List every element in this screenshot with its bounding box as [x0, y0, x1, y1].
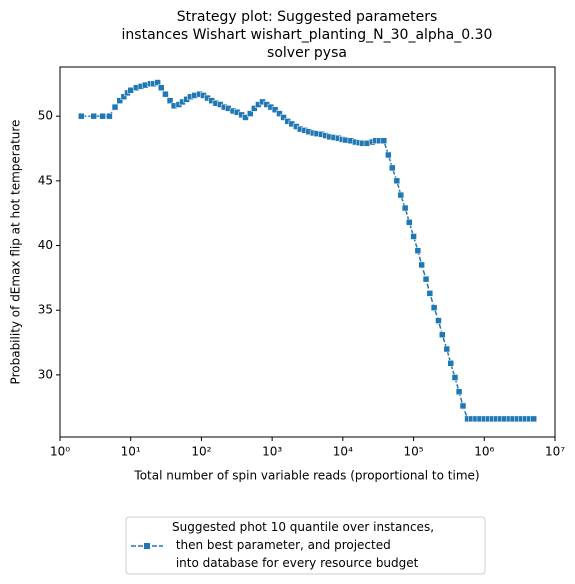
y-tick-label: 50	[38, 109, 53, 123]
chart-title: Strategy plot: Suggested parameters	[177, 9, 438, 25]
point-marker	[406, 218, 413, 226]
x-tick-label: 10³	[262, 445, 282, 459]
point-marker	[380, 137, 388, 144]
chart-title: solver pysa	[267, 45, 347, 61]
legend-label: Suggested phot 10 quantile over instance…	[172, 520, 434, 570]
point-marker	[111, 103, 119, 111]
point-marker	[162, 90, 169, 98]
point-marker	[106, 112, 113, 120]
point-marker	[430, 304, 438, 311]
x-tick-label: 10¹	[121, 445, 141, 459]
point-marker	[393, 177, 401, 185]
point-marker	[401, 204, 409, 212]
point-marker	[389, 164, 396, 172]
x-tick-label: 10⁶	[474, 445, 494, 459]
point-marker	[397, 191, 405, 199]
point-marker	[447, 360, 454, 367]
point-marker	[251, 105, 258, 112]
plot-area	[59, 66, 556, 438]
point-marker	[78, 112, 85, 120]
point-marker	[271, 106, 279, 113]
x-axis-label: Total number of spin variable reads (pro…	[133, 469, 479, 483]
x-tick-label: 10⁷	[545, 445, 565, 459]
point-marker	[116, 97, 124, 104]
point-marker	[414, 247, 422, 254]
y-axis-label: Probability of dEmax flip at hot tempera…	[9, 120, 23, 385]
point-marker	[435, 317, 442, 324]
point-marker	[422, 275, 430, 283]
y-tick-label: 30	[38, 367, 53, 381]
point-marker	[276, 110, 283, 117]
point-marker	[127, 87, 134, 94]
point-marker	[459, 402, 467, 410]
point-marker	[439, 331, 446, 339]
point-marker	[120, 93, 128, 101]
point-marker	[451, 374, 459, 381]
point-marker	[154, 79, 161, 86]
point-marker	[99, 112, 106, 120]
legend-box	[125, 516, 486, 575]
y-tick-label: 40	[38, 238, 53, 252]
x-tick-label: 10⁵	[404, 445, 424, 459]
x-tick-label: 10⁴	[333, 445, 353, 459]
y-tick-label: 35	[38, 303, 53, 317]
point-marker	[90, 112, 97, 120]
point-marker	[242, 114, 249, 121]
point-marker	[166, 97, 174, 104]
point-marker	[443, 345, 451, 353]
point-marker	[385, 151, 392, 159]
point-marker	[530, 415, 537, 423]
legend-marker	[144, 543, 150, 549]
point-marker	[246, 110, 254, 117]
point-marker	[410, 233, 417, 240]
point-marker	[157, 84, 165, 91]
x-tick-label: 10⁰	[50, 445, 70, 459]
point-marker	[418, 261, 425, 269]
x-tick-label: 10²	[191, 445, 211, 459]
chart-title: instances Wishart wishart_planting_N_30_…	[122, 27, 493, 43]
point-marker	[280, 114, 287, 121]
point-marker	[426, 290, 434, 297]
y-tick-label: 45	[38, 173, 53, 187]
point-marker	[455, 388, 463, 395]
